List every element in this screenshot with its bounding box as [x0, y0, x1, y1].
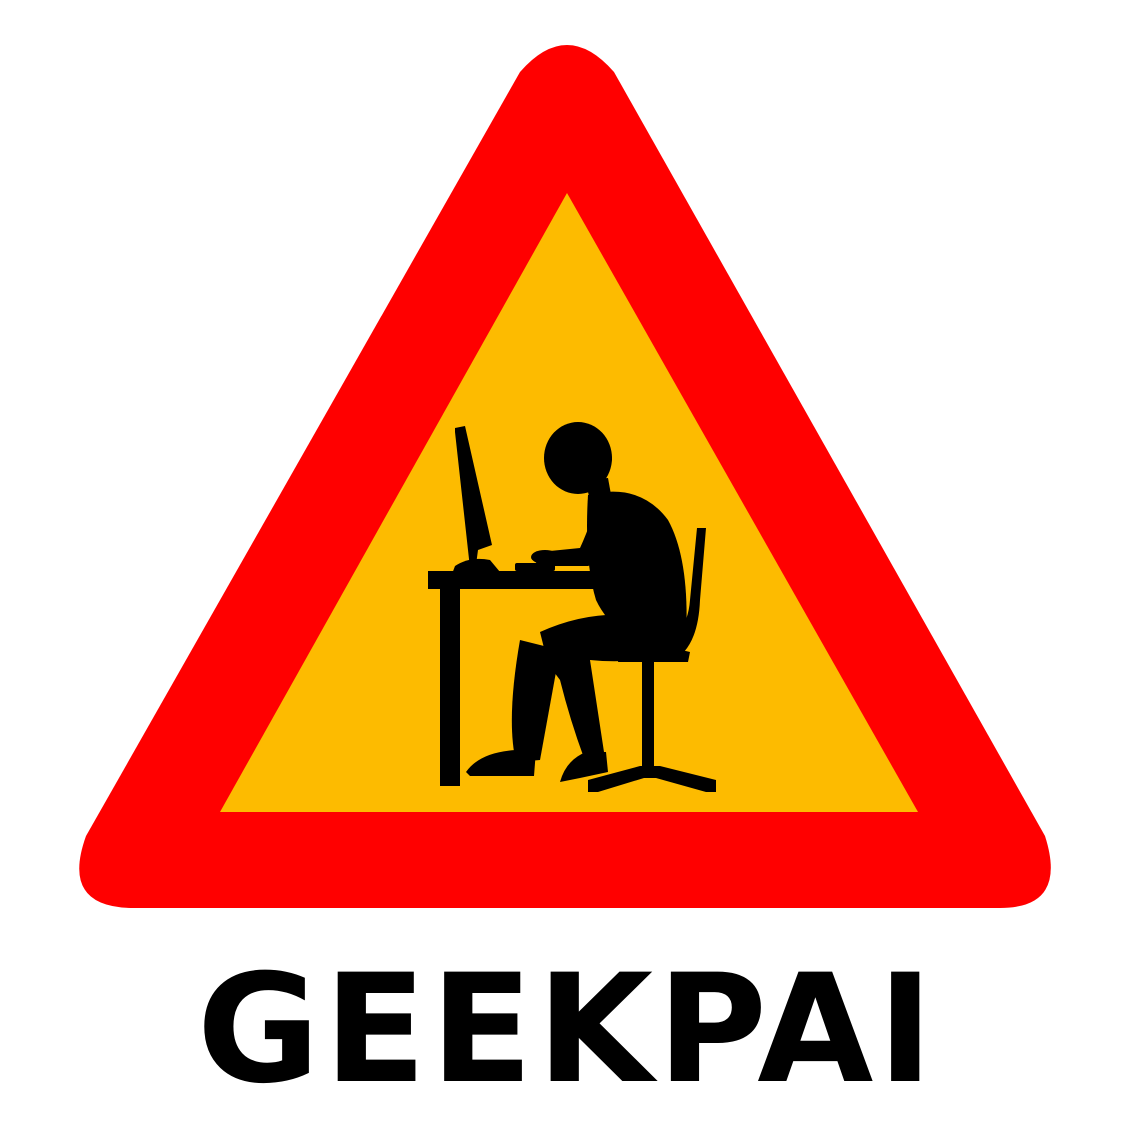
warning-triangle-computer-user-icon — [79, 45, 1051, 908]
chair-icon — [664, 528, 706, 662]
brand-name: GEEKPAI — [196, 943, 938, 1117]
warning-sign — [79, 45, 1051, 908]
desk-icon — [428, 571, 598, 589]
sign-fill — [220, 193, 918, 812]
monitor-icon — [455, 426, 492, 568]
computer-user-silhouette — [428, 422, 716, 792]
